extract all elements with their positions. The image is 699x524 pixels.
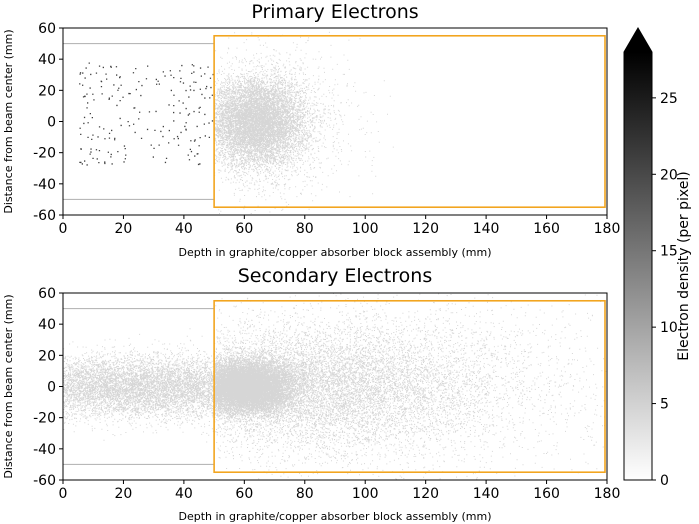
- x-tick-label: 80: [296, 221, 314, 237]
- y-tick-label: 20: [38, 348, 56, 364]
- x-axis: 0 20 40 60 80 100 120 140 160 180: [59, 215, 621, 237]
- x-tick-label: 60: [235, 221, 253, 237]
- secondary-electrons-panel: Secondary Electrons 0 20 40 60 80 100 120 140 16…: [2, 265, 620, 523]
- x-tick-label: 140: [473, 486, 500, 502]
- y-tick-label: 40: [38, 52, 56, 68]
- y-tick-label: -20: [33, 146, 56, 162]
- x-tick-label: 40: [175, 221, 193, 237]
- axes-frame: [62, 27, 608, 216]
- density-speckle: [214, 31, 394, 215]
- x-tick-label: 140: [473, 221, 500, 237]
- y-tick-label: 0: [47, 115, 56, 131]
- colorbar-tick-label: 25: [660, 91, 678, 107]
- density-points: [79, 31, 394, 215]
- y-tick-label: 0: [47, 380, 56, 396]
- colorbar-label: Electron density (per pixel): [676, 171, 692, 360]
- x-tick-label: 180: [594, 221, 621, 237]
- panel-title: Secondary Electrons: [238, 265, 433, 287]
- colorbar-tick-label: 5: [660, 397, 669, 413]
- colorbar-bar: [624, 52, 652, 480]
- y-tick-label: -20: [33, 411, 56, 427]
- density-speckle: [63, 293, 607, 480]
- density-points: [63, 293, 607, 480]
- x-axis-label: Depth in graphite/copper absorber block …: [178, 510, 491, 523]
- colorbar: 0 5 10 15 20 25 Electron density (per pixel): [623, 27, 692, 489]
- x-tick-label: 20: [115, 486, 133, 502]
- copper-block-outline: [213, 34, 606, 209]
- x-tick-label: 20: [115, 221, 133, 237]
- y-tick-label: 60: [38, 21, 56, 37]
- y-axis-label: Distance from beam center (mm): [2, 29, 15, 213]
- copper-block-outline: [213, 299, 606, 474]
- x-tick-label: 0: [59, 486, 68, 502]
- y-tick-label: -60: [33, 208, 56, 224]
- colorbar-tick-label: 0: [660, 473, 669, 489]
- primary-electrons-panel: Primary Electrons 0 20 40 60 80 100 120 140 160 1…: [2, 1, 620, 259]
- colorbar-outline: [623, 27, 653, 481]
- overlay-lines: [63, 299, 606, 474]
- overlay-lines: [63, 34, 606, 209]
- colorbar-ticks: 0 5 10 15 20 25: [652, 91, 678, 489]
- y-tick-label: 60: [38, 286, 56, 302]
- y-tick-label: -40: [33, 442, 56, 458]
- x-tick-label: 40: [175, 486, 193, 502]
- y-tick-label: 40: [38, 317, 56, 333]
- x-tick-label: 160: [533, 486, 560, 502]
- y-axis-label: Distance from beam center (mm): [2, 294, 15, 478]
- colorbar-tick-label: 10: [660, 320, 678, 336]
- colorbar-tick-label: 20: [660, 167, 678, 183]
- colorbar-extend-arrow: [624, 28, 652, 52]
- x-tick-label: 120: [412, 221, 439, 237]
- y-axis: -60 -40 -20 0 20 40 60: [33, 286, 63, 489]
- y-axis: -60 -40 -20 0 20 40 60: [33, 21, 63, 224]
- y-tick-label: -60: [33, 473, 56, 489]
- x-tick-label: 80: [296, 486, 314, 502]
- x-tick-label: 0: [59, 221, 68, 237]
- x-tick-label: 160: [533, 221, 560, 237]
- x-tick-label: 100: [352, 221, 379, 237]
- x-tick-label: 120: [412, 486, 439, 502]
- x-axis: 0 20 40 60 80 100 120 140 160 180: [59, 480, 621, 502]
- colorbar-tick-label: 15: [660, 244, 678, 260]
- x-tick-label: 180: [594, 486, 621, 502]
- x-tick-label: 100: [352, 486, 379, 502]
- y-tick-label: -40: [33, 177, 56, 193]
- panel-title: Primary Electrons: [251, 1, 418, 23]
- sparse-scatter: [79, 62, 214, 166]
- y-tick-label: 20: [38, 83, 56, 99]
- x-axis-label: Depth in graphite/copper absorber block …: [178, 246, 491, 259]
- x-tick-label: 60: [235, 486, 253, 502]
